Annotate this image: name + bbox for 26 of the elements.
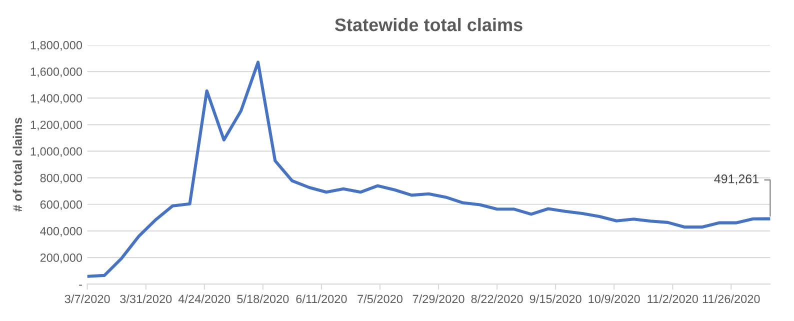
x-tick-label: 9/15/2020 <box>530 294 582 304</box>
annotation: 491,261 <box>714 174 758 185</box>
x-tick-label: 7/29/2020 <box>412 294 464 304</box>
y-tick-label: 800,000 <box>40 174 82 184</box>
x-tick-label: 7/5/2020 <box>358 294 403 304</box>
y-tick-label: 1,000,000 <box>30 147 82 158</box>
y-axis-title: # of total claims <box>12 118 22 212</box>
y-tick-label: - <box>79 284 82 286</box>
x-tick-label: 6/11/2020 <box>296 294 347 304</box>
x-tick-label: 3/7/2020 <box>64 294 110 304</box>
y-tick-label: 400,000 <box>40 226 82 237</box>
y-tick-label: 1,800,000 <box>30 40 82 51</box>
x-tick-label: 5/18/2020 <box>237 294 289 304</box>
x-tick-label: 11/2/2020 <box>648 294 698 304</box>
x-tick-label: 10/9/2020 <box>588 294 640 304</box>
x-tick-label: 8/22/2020 <box>471 294 523 304</box>
y-tick-label: 1,200,000 <box>30 120 82 130</box>
y-tick-label: 600,000 <box>40 200 82 210</box>
x-tick-label: 3/31/2020 <box>120 294 172 304</box>
y-tick-label: 1,400,000 <box>30 94 82 104</box>
x-tick-label: 11/26/2020 <box>702 294 760 304</box>
x-tick-label: 4/24/2020 <box>178 294 230 304</box>
chart-title: Statewide total claims <box>334 18 522 32</box>
line-series <box>87 60 770 278</box>
y-tick-label: 1,600,000 <box>30 68 82 78</box>
y-tick-label: 200,000 <box>40 254 82 264</box>
